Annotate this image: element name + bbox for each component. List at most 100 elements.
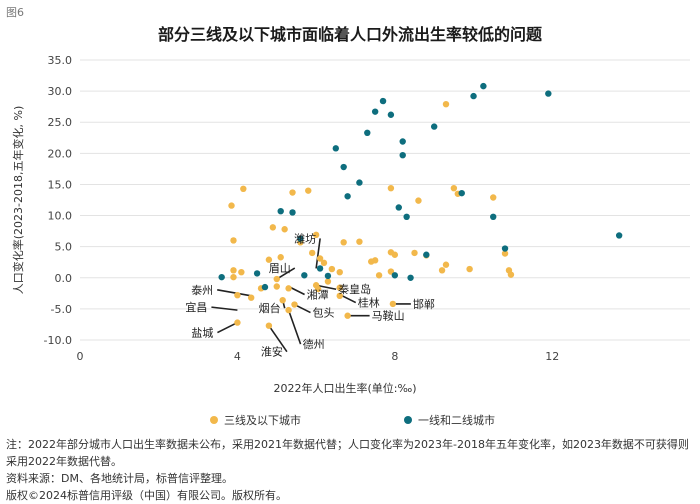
copyright-text: 版权©2024标普信用评级（中国）有限公司。版权所有。 — [6, 489, 287, 502]
x-tick-label: 12 — [545, 350, 559, 363]
source-text: 资料来源：DM、各地统计局，标普信评整理。 — [6, 472, 233, 485]
y-axis-title: 人口变化率(2023-2018,五年变化, %) — [11, 106, 25, 294]
x-axis-title: 2022年人口出生率(单位:‰) — [273, 381, 416, 395]
data-point — [281, 226, 288, 233]
y-tick-label: 20.0 — [48, 147, 73, 160]
leader-line — [268, 325, 288, 353]
data-point — [371, 108, 379, 115]
x-tick-label: 4 — [234, 350, 241, 363]
legend-label: 一线和二线城市 — [418, 414, 495, 427]
legend-marker-icon — [210, 416, 218, 424]
data-point — [240, 185, 247, 192]
leader-line — [217, 289, 252, 297]
data-point — [450, 184, 458, 192]
city-label: 淮安 — [261, 345, 283, 359]
city-label: 德州 — [303, 337, 325, 351]
data-point — [308, 249, 316, 257]
data-point — [336, 292, 343, 300]
data-point — [279, 296, 286, 304]
scatter-plot: -10.0-5.00.05.010.015.020.025.030.035.0 … — [11, 54, 690, 395]
data-point — [407, 274, 414, 281]
data-points — [218, 82, 623, 329]
x-tick-label: 0 — [77, 350, 84, 363]
y-tick-label: 10.0 — [48, 210, 73, 223]
city-label: 潍坊 — [294, 231, 316, 245]
data-point — [545, 90, 552, 97]
data-point — [507, 271, 515, 278]
city-label: 泰州 — [191, 283, 213, 297]
data-point — [336, 284, 343, 291]
data-point — [230, 273, 237, 281]
data-point — [403, 213, 410, 220]
data-point — [391, 272, 399, 279]
leader-line — [315, 284, 337, 291]
data-point — [277, 254, 284, 261]
data-point — [285, 306, 292, 314]
data-point — [430, 123, 438, 130]
legend-marker-icon — [404, 416, 412, 424]
data-point — [234, 319, 241, 326]
chart-title: 部分三线及以下城市面临着人口外流出生率较低的问题 — [157, 25, 542, 44]
data-point — [265, 256, 273, 263]
city-label: 盐城 — [191, 327, 213, 340]
data-point — [387, 111, 395, 118]
data-point — [399, 138, 406, 145]
city-label: 马鞍山 — [372, 309, 405, 323]
y-tick-label: -10.0 — [44, 334, 72, 347]
legend-item-tier3: 三线及以下城市 — [210, 412, 301, 428]
data-point — [340, 239, 347, 246]
data-point — [501, 250, 509, 257]
data-point — [344, 193, 351, 200]
data-point — [230, 237, 237, 244]
data-point — [375, 272, 383, 279]
x-tick-label: 8 — [391, 350, 398, 363]
city-label: 湘潭 — [307, 287, 329, 301]
data-point — [442, 261, 450, 268]
y-tick-label: -5.0 — [51, 303, 72, 316]
data-point — [218, 273, 225, 281]
data-point — [305, 187, 312, 194]
city-label: 眉山 — [269, 262, 291, 275]
data-point — [265, 322, 273, 329]
city-label: 邯郸 — [413, 297, 435, 311]
data-point — [371, 257, 379, 264]
city-label: 包头 — [312, 307, 334, 320]
legend-item-tier12: 一线和二线城市 — [404, 412, 495, 428]
data-point — [399, 152, 406, 159]
city-label: 宜昌 — [185, 300, 207, 314]
city-label: 桂林 — [358, 296, 380, 310]
data-point — [364, 129, 371, 136]
data-point — [291, 301, 298, 308]
leader-line — [211, 306, 238, 311]
y-tick-label: 5.0 — [55, 241, 73, 254]
data-point — [316, 265, 324, 272]
data-point — [411, 249, 418, 257]
data-point — [480, 82, 487, 90]
data-point — [615, 232, 623, 239]
notes: 注：2022年部分城市人口出生率数据未公布，采用2021年数据代替；人口变化率为… — [6, 436, 692, 504]
data-point — [490, 194, 497, 201]
legend-label: 三线及以下城市 — [224, 414, 301, 427]
data-point — [340, 163, 347, 171]
city-label: 秦皇岛 — [338, 282, 371, 296]
note-text: 注：2022年部分城市人口出生率数据未公布，采用2021年数据代替；人口变化率为… — [6, 438, 689, 468]
data-point — [328, 265, 336, 273]
data-point — [228, 202, 235, 209]
data-point — [501, 245, 509, 252]
data-point — [387, 184, 395, 192]
y-tick-label: 35.0 — [48, 54, 73, 67]
data-point — [458, 189, 465, 197]
leader-line — [276, 267, 296, 280]
data-point — [438, 267, 446, 274]
data-point — [387, 249, 395, 256]
data-point — [356, 238, 363, 245]
y-tick-labels: -10.0 -5.0 0.0 5.0 10.0 15.0 20.0 25.0 30.0 35.0 — [44, 54, 72, 347]
data-point — [289, 189, 296, 196]
figure-label: 图6 — [6, 6, 24, 19]
data-point — [415, 197, 422, 204]
y-tick-label: 30.0 — [48, 85, 73, 98]
data-point — [312, 282, 320, 289]
data-point — [261, 283, 269, 291]
legend: 三线及以下城市 一线和二线城市 — [0, 412, 700, 428]
